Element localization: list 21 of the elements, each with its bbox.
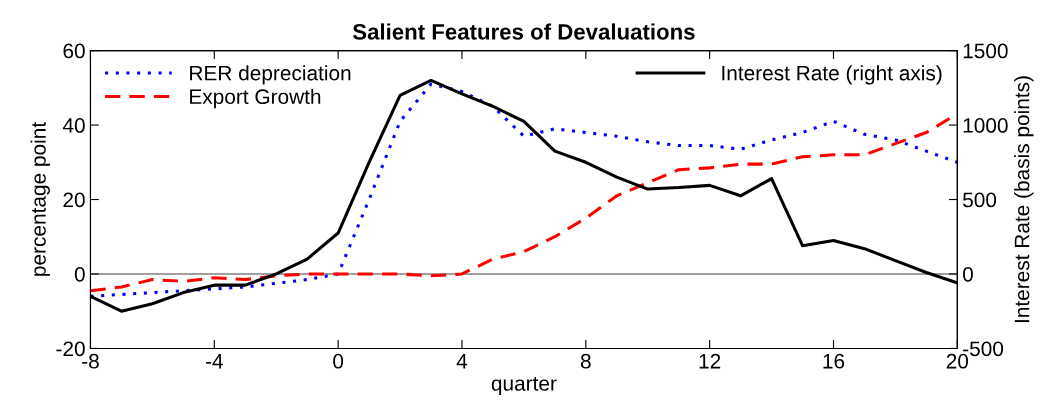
y-tick-label: 0 <box>74 266 85 282</box>
y2-tick-label: 1500 <box>963 43 1008 59</box>
y-axis-title: percentage point <box>30 122 50 276</box>
legend-label: RER depreciation <box>190 65 351 85</box>
x-tick-label: 4 <box>456 354 468 369</box>
legend-label: Interest Rate (right axis) <box>722 65 942 85</box>
y2-tick-label: 0 <box>962 266 973 282</box>
x-tick-label: 8 <box>580 353 591 369</box>
x-tick-label: 16 <box>823 353 845 369</box>
y2-tick-label: 1000 <box>963 118 1008 133</box>
legend-label: Export Growth <box>190 88 321 109</box>
y2-axis-title: Interest Rate (basis points) <box>1014 76 1034 323</box>
y2-tick-label: 500 <box>963 192 997 208</box>
y-tick-label: 20 <box>63 192 85 208</box>
x-axis-title: quarter <box>491 377 557 395</box>
y-tick-label: 60 <box>63 43 85 59</box>
x-tick-label: 12 <box>699 353 721 369</box>
chart-title: Salient Features of Devaluations <box>352 23 695 40</box>
x-tick-label: 0 <box>333 353 344 369</box>
y-tick-label: 40 <box>62 118 85 133</box>
x-tick-label: -4 <box>205 354 223 369</box>
